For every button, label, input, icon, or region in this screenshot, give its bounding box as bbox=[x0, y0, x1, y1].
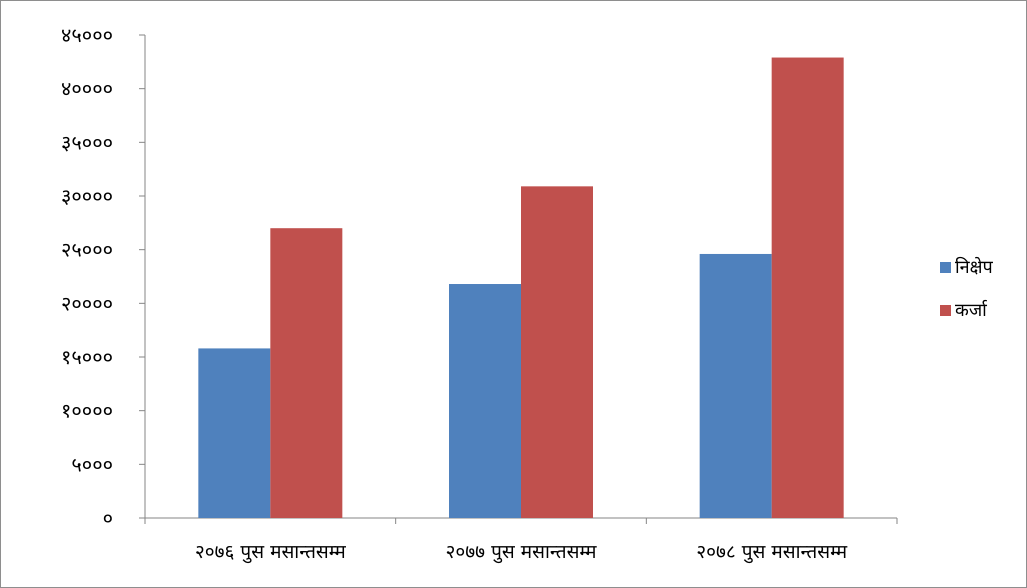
legend-label: कर्जा bbox=[955, 299, 988, 321]
y-tick-label: २०००० bbox=[61, 291, 113, 315]
y-tick-label: ३५००० bbox=[61, 130, 113, 154]
y-tick-label: १५००० bbox=[61, 345, 113, 369]
y-tick-label: १०००० bbox=[61, 399, 113, 423]
x-category-label: २०७६ पुस मसान्तसम्म bbox=[195, 541, 347, 564]
bar-loan bbox=[771, 57, 844, 518]
bar-loan bbox=[270, 228, 343, 518]
y-tick-label: ३०००० bbox=[61, 184, 113, 208]
y-tick-label: ० bbox=[103, 506, 113, 530]
bar-deposit bbox=[699, 253, 772, 518]
y-tick-label: ५००० bbox=[71, 452, 113, 476]
y-tick-label: २५००० bbox=[61, 238, 113, 262]
legend-swatch bbox=[940, 262, 951, 273]
x-category-label: २०७७ पुस मसान्तसम्म bbox=[446, 541, 598, 564]
bar-deposit bbox=[449, 284, 521, 518]
bar-loan bbox=[521, 186, 593, 518]
x-category-label: २०७८ पुस मसान्तसम्म bbox=[696, 541, 848, 564]
y-tick-label: ४०००० bbox=[61, 77, 113, 101]
y-tick-label: ४५००० bbox=[61, 23, 113, 47]
legend-swatch bbox=[940, 305, 951, 316]
legend-label: निक्षेप bbox=[955, 256, 994, 278]
bar-deposit bbox=[198, 348, 271, 518]
